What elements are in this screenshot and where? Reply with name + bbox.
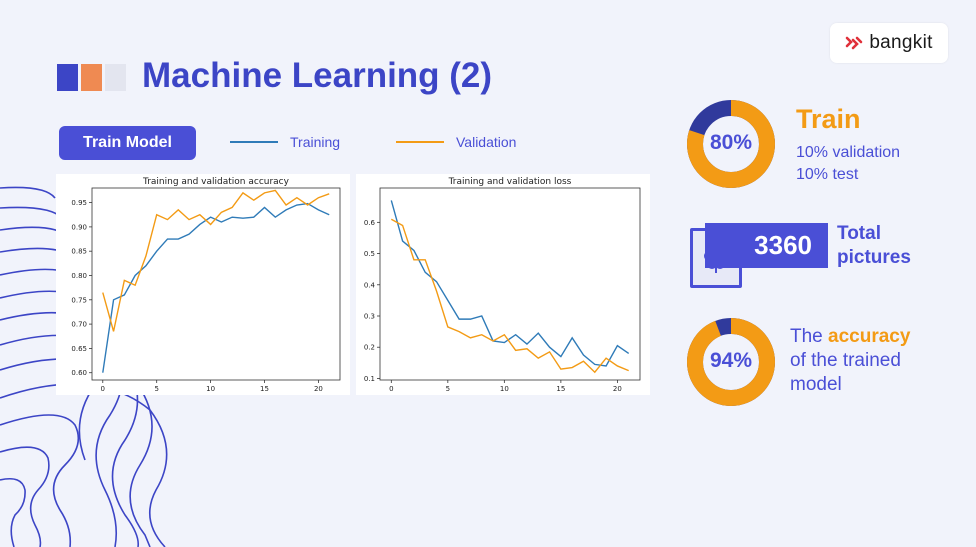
legend-validation-label: Validation bbox=[456, 134, 517, 150]
accuracy-line2: of the trained bbox=[790, 350, 901, 371]
train-split-donut: 80% bbox=[685, 98, 777, 190]
loss-chart-svg: Training and validation loss 0 5 10 15 20 0.1 0… bbox=[364, 177, 641, 393]
y-tick-label: 0.65 bbox=[71, 345, 87, 353]
train-model-button[interactable]: Train Model bbox=[59, 126, 196, 160]
y-tick-label: 0.4 bbox=[364, 281, 376, 289]
x-tick-label: 15 bbox=[260, 385, 269, 393]
bangkit-logo-icon bbox=[846, 36, 863, 50]
legend-validation-line bbox=[396, 141, 444, 143]
accuracy-chart-svg: Training and validation accuracy 0 5 10 15 20… bbox=[71, 177, 341, 393]
chart-title: Training and validation loss bbox=[448, 177, 572, 187]
y-tick-label: 0.80 bbox=[71, 272, 87, 280]
bangkit-logo: bangkit bbox=[830, 23, 948, 63]
donut-fill bbox=[687, 318, 775, 406]
total-label-line1: Total bbox=[837, 223, 881, 244]
accuracy-line1: The accuracy bbox=[790, 325, 910, 349]
total-label-line2: pictures bbox=[837, 247, 911, 268]
title-color-squares bbox=[57, 64, 126, 91]
legend-validation: Validation bbox=[396, 134, 516, 150]
x-tick-label: 0 bbox=[389, 385, 393, 393]
accuracy-chart: Training and validation accuracy 0 5 10 15 20… bbox=[56, 174, 350, 395]
accuracy-donut: 94% bbox=[685, 316, 777, 408]
y-tick-label: 0.6 bbox=[364, 219, 376, 227]
accuracy-description: The accuracy of the trained model bbox=[790, 325, 910, 397]
accuracy-highlight: accuracy bbox=[828, 326, 911, 347]
x-tick-label: 0 bbox=[101, 385, 105, 393]
x-tick-label: 20 bbox=[613, 385, 622, 393]
x-tick-label: 15 bbox=[556, 385, 565, 393]
series-line-training bbox=[102, 202, 330, 373]
train-title: Train bbox=[796, 104, 861, 134]
series-line-validation bbox=[390, 218, 629, 374]
series-line-training bbox=[390, 200, 630, 367]
legend-training-line bbox=[230, 141, 278, 143]
y-tick-label: 0.5 bbox=[364, 250, 375, 258]
y-tick-label: 0.2 bbox=[364, 344, 375, 352]
x-tick-label: 10 bbox=[500, 385, 509, 393]
y-tick-label: 0.90 bbox=[71, 223, 87, 231]
y-tick-label: 0.60 bbox=[71, 369, 87, 377]
y-tick-label: 0.1 bbox=[364, 375, 375, 383]
square-blue bbox=[57, 64, 78, 91]
total-pictures-count: 3360 bbox=[705, 223, 828, 268]
y-tick-label: 0.75 bbox=[71, 296, 87, 304]
accuracy-donut-svg bbox=[687, 318, 775, 406]
accuracy-line3: model bbox=[790, 374, 842, 395]
logo-text: bangkit bbox=[869, 32, 933, 53]
x-tick-label: 5 bbox=[446, 385, 450, 393]
donut-fill bbox=[687, 100, 775, 188]
series-line-validation bbox=[102, 189, 330, 332]
x-tick-label: 10 bbox=[206, 385, 215, 393]
y-tick-label: 0.85 bbox=[71, 248, 87, 256]
legend-training-label: Training bbox=[290, 134, 341, 150]
chart-title: Training and validation accuracy bbox=[142, 177, 290, 187]
square-grey bbox=[105, 64, 126, 91]
plot-frame bbox=[91, 187, 341, 381]
accuracy-percent: 94% bbox=[709, 349, 753, 372]
page-title: Machine Learning (2) bbox=[142, 56, 493, 95]
plot-frame bbox=[379, 187, 641, 381]
test-split: 10% test bbox=[796, 166, 859, 183]
x-tick-label: 20 bbox=[314, 385, 323, 393]
y-tick-label: 0.3 bbox=[364, 313, 375, 321]
validation-split: 10% validation bbox=[796, 144, 901, 161]
y-tick-label: 0.70 bbox=[71, 321, 87, 329]
loss-chart: Training and validation loss 0 5 10 15 20 0.1 0… bbox=[356, 174, 650, 395]
accuracy-prefix: The bbox=[790, 326, 823, 347]
legend-training: Training bbox=[230, 134, 340, 150]
y-tick-label: 0.95 bbox=[71, 199, 87, 207]
train-percent: 80% bbox=[709, 131, 753, 154]
square-orange bbox=[81, 64, 102, 91]
train-donut-svg bbox=[687, 100, 775, 188]
total-pictures-label: Total pictures bbox=[837, 222, 911, 270]
x-tick-label: 5 bbox=[154, 385, 158, 393]
